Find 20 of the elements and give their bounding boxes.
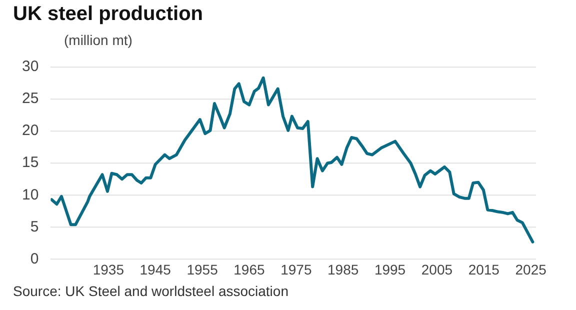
- x-tick-label: 1985: [328, 261, 359, 278]
- y-tick-label: 25: [22, 90, 39, 108]
- x-tick-label: 1965: [234, 261, 266, 278]
- x-tick-label: 2005: [421, 261, 453, 278]
- x-tick-label: 1975: [280, 261, 312, 278]
- x-tick-label: 1955: [186, 261, 218, 278]
- x-tick-label: 1995: [374, 261, 406, 278]
- x-tick-label: 2015: [468, 261, 500, 278]
- y-tick-label: 10: [22, 186, 39, 204]
- y-tick-label: 20: [22, 122, 39, 140]
- y-tick-label: 5: [30, 218, 39, 236]
- x-tick-label: 2025: [515, 261, 547, 278]
- source-note: Source: UK Steel and worldsteel association: [13, 283, 288, 299]
- y-tick-label: 30: [22, 58, 39, 76]
- x-tick-label: 1935: [92, 261, 124, 278]
- chart-title: UK steel production: [13, 3, 204, 26]
- y-tick-label: 15: [22, 154, 39, 172]
- y-axis-title: (million mt): [64, 32, 132, 48]
- y-tick-label: 0: [30, 250, 39, 268]
- x-tick-label: 1945: [140, 261, 172, 278]
